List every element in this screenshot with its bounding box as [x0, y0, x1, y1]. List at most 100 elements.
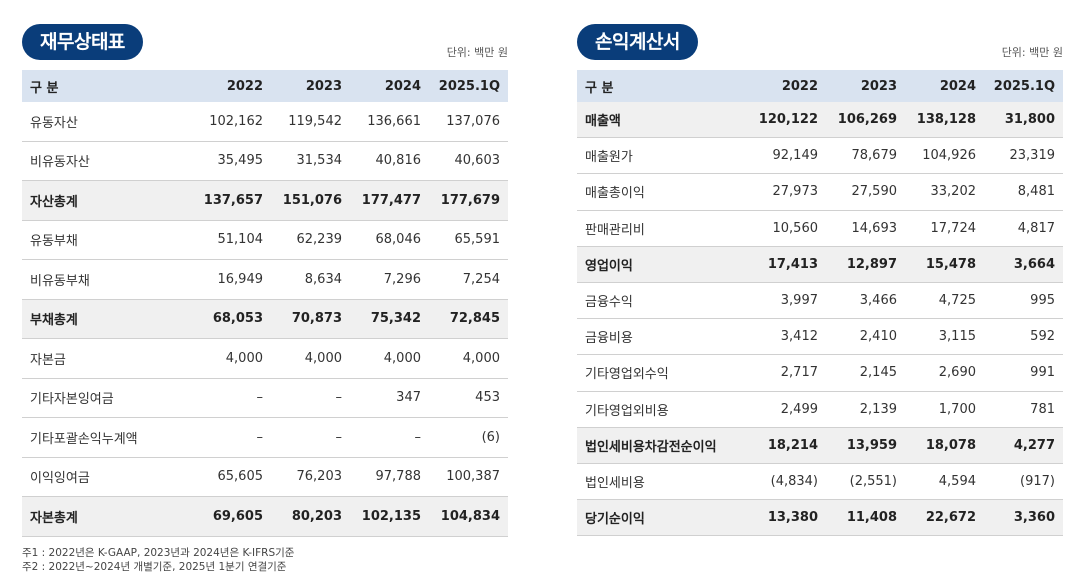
table-cell: 27,590: [826, 173, 905, 211]
table-row: 법인세비용 (4,834) (2,551) 4,594 (917): [577, 463, 1063, 501]
table-row: 매출총이익 27,973 27,590 33,202 8,481: [577, 173, 1063, 211]
table-cell: 2,410: [826, 318, 905, 356]
table-cell: 3,360: [984, 499, 1063, 537]
table-cell: 4,725: [905, 282, 984, 320]
table-total-row: 자본총계 69,605 80,203 102,135 104,834: [22, 496, 508, 537]
table-cell: 65,591: [429, 220, 508, 260]
table-total-row: 매출액 120,122 106,269 138,128 31,800: [577, 102, 1063, 139]
table-cell: 2,690: [905, 354, 984, 392]
table-cell: 13,959: [826, 427, 905, 464]
table-cell: 7,296: [350, 259, 429, 300]
table-cell: 31,800: [984, 102, 1063, 139]
row-label: 기타포괄손익누계액: [22, 417, 192, 458]
table-cell: 68,053: [192, 299, 271, 339]
table-cell: 4,000: [350, 338, 429, 379]
table-cell: 80,203: [271, 496, 350, 537]
table-cell: 40,603: [429, 141, 508, 181]
balance-sheet-panel: 재무상태표 단위: 백만 원 구 분 2022 2023 2024 2025.1Q 유동…: [22, 24, 508, 537]
row-label: 매출총이익: [577, 173, 747, 211]
table-cell: 3,664: [984, 246, 1063, 283]
row-label: 기타영업외비용: [577, 391, 747, 428]
table-cell: 177,477: [350, 180, 429, 221]
table-cell: 76,203: [271, 457, 350, 497]
column-header: 2023: [826, 70, 905, 102]
column-header: 2024: [350, 70, 429, 102]
table-header-row: 구 분 2022 2023 2024 2025.1Q: [577, 70, 1063, 102]
table-cell: 1,700: [905, 391, 984, 428]
table-cell: 137,076: [429, 102, 508, 142]
row-label: 당기순이익: [577, 499, 747, 537]
table-cell: 995: [984, 282, 1063, 320]
table-cell: 40,816: [350, 141, 429, 181]
table-cell: 69,605: [192, 496, 271, 537]
table-cell: 4,000: [429, 338, 508, 379]
table-cell: 70,873: [271, 299, 350, 339]
row-label: 비유동부채: [22, 259, 192, 300]
table-cell: –: [271, 378, 350, 418]
row-label: 금융비용: [577, 318, 747, 356]
table-cell: 100,387: [429, 457, 508, 497]
table-cell: 136,661: [350, 102, 429, 142]
table-cell: 78,679: [826, 137, 905, 175]
row-label: 이익잉여금: [22, 457, 192, 497]
income-statement-panel: 손익계산서 단위: 백만 원 구 분 2022 2023 2024 2025.1Q 매출…: [577, 24, 1063, 537]
table-cell: 17,724: [905, 210, 984, 247]
table-cell: 347: [350, 378, 429, 418]
table-cell: 72,845: [429, 299, 508, 339]
table-cell: 592: [984, 318, 1063, 356]
table-row: 금융수익 3,997 3,466 4,725 995: [577, 282, 1063, 320]
table-row: 비유동부채 16,949 8,634 7,296 7,254: [22, 259, 508, 300]
table-cell: 51,104: [192, 220, 271, 260]
table-cell: 104,834: [429, 496, 508, 537]
table-cell: 119,542: [271, 102, 350, 142]
table-cell: 2,499: [747, 391, 826, 428]
table-cell: (917): [984, 463, 1063, 501]
table-cell: 4,000: [192, 338, 271, 379]
table-cell: 68,046: [350, 220, 429, 260]
table-row: 기타포괄손익누계액 – – – (6): [22, 417, 508, 458]
row-label: 자본총계: [22, 496, 192, 537]
balance-sheet-title: 재무상태표: [22, 24, 143, 60]
row-label: 비유동자산: [22, 141, 192, 181]
table-cell: 3,466: [826, 282, 905, 320]
column-header: 구 분: [577, 70, 747, 102]
row-label: 매출액: [577, 102, 747, 139]
table-row: 기타영업외비용 2,499 2,139 1,700 781: [577, 391, 1063, 428]
table-cell: –: [271, 417, 350, 458]
table-cell: 16,949: [192, 259, 271, 300]
table-cell: 11,408: [826, 499, 905, 537]
table-row: 금융비용 3,412 2,410 3,115 592: [577, 318, 1063, 356]
balance-sheet-header: 재무상태표 단위: 백만 원: [22, 24, 508, 70]
table-cell: 92,149: [747, 137, 826, 175]
table-cell: 120,122: [747, 102, 826, 139]
table-total-row: 영업이익 17,413 12,897 15,478 3,664: [577, 246, 1063, 283]
table-cell: 31,534: [271, 141, 350, 181]
footnotes: 주1 : 2022년은 K-GAAP, 2023년과 2024년은 K-IFRS…: [22, 546, 294, 574]
row-label: 법인세비용차감전순이익: [577, 427, 747, 464]
row-label: 자산총계: [22, 180, 192, 221]
row-label: 판매관리비: [577, 210, 747, 247]
table-cell: 4,817: [984, 210, 1063, 247]
table-cell: 104,926: [905, 137, 984, 175]
table-cell: 22,672: [905, 499, 984, 537]
table-row: 기타영업외수익 2,717 2,145 2,690 991: [577, 354, 1063, 392]
table-cell: 15,478: [905, 246, 984, 283]
table-row: 판매관리비 10,560 14,693 17,724 4,817: [577, 210, 1063, 247]
table-cell: –: [350, 417, 429, 458]
table-cell: 23,319: [984, 137, 1063, 175]
table-cell: 18,214: [747, 427, 826, 464]
table-row: 자본금 4,000 4,000 4,000 4,000: [22, 338, 508, 379]
income-statement-title: 손익계산서: [577, 24, 698, 60]
table-cell: 13,380: [747, 499, 826, 537]
table-cell: 3,115: [905, 318, 984, 356]
column-header: 구 분: [22, 70, 192, 102]
row-label: 유동자산: [22, 102, 192, 142]
column-header: 2025.1Q: [429, 70, 508, 102]
table-header-row: 구 분 2022 2023 2024 2025.1Q: [22, 70, 508, 102]
table-cell: 4,594: [905, 463, 984, 501]
row-label: 부채총계: [22, 299, 192, 339]
balance-sheet-table: 구 분 2022 2023 2024 2025.1Q 유동자산 102,162 119,54…: [22, 70, 508, 537]
table-cell: 3,412: [747, 318, 826, 356]
table-cell: 75,342: [350, 299, 429, 339]
row-label: 금융수익: [577, 282, 747, 320]
